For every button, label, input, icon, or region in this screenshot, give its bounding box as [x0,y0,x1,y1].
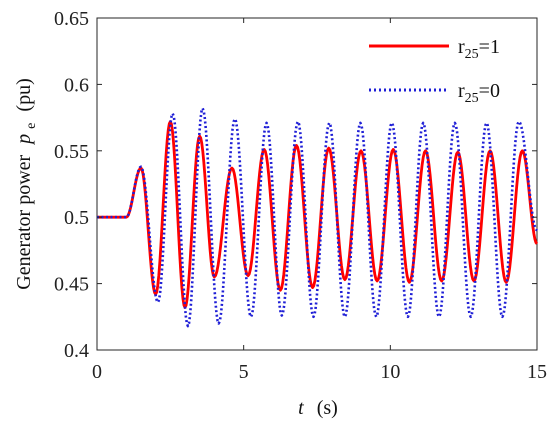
legend-label-r25-0: r25=0 [458,80,500,106]
y-tick-label: 0.4 [64,340,89,362]
y-tick-label: 0.65 [54,8,89,30]
y-tick-label: 0.6 [64,74,89,96]
series-layer [97,107,539,328]
tick-layer: 0 5 10 15 0.4 0.45 0.5 0.55 0.6 0.65 [54,8,547,383]
y-axis-variable: p [13,134,35,146]
y-axis-subscript: e [24,123,39,129]
y-tick-label: 0.45 [54,274,89,296]
x-axis-unit: (s) [317,397,338,419]
x-axis-variable: t [298,397,304,419]
x-tick-label: 15 [527,361,547,383]
y-axis-text: Generator power [13,154,35,289]
x-tick-label: 5 [239,361,249,383]
y-tick-label: 0.55 [54,141,89,163]
legend-label-r25-1: r25=1 [458,36,500,62]
y-axis-unit: (pu) [13,78,35,111]
y-tick-label: 0.5 [64,207,89,229]
y-axis-label: Generator power p e (pu) [13,78,40,289]
x-axis-label: t (s) [298,397,338,419]
x-tick-label: 10 [380,361,400,383]
x-tick-label: 0 [92,361,102,383]
legend: r25=1 r25=0 [369,36,500,106]
